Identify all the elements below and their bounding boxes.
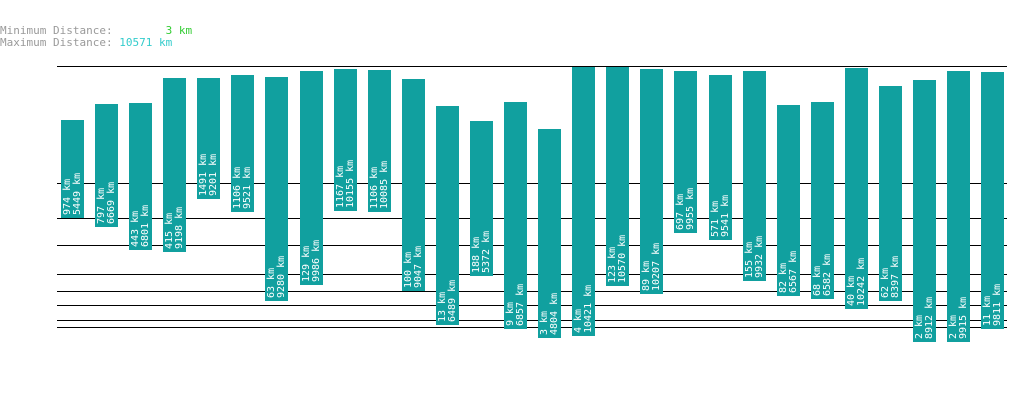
bar-19-high-label: 9955 km: [685, 188, 696, 230]
bar-1-high-label: 5449 km: [72, 173, 83, 215]
bar-2-low-label: 797 km: [96, 188, 107, 224]
bar-14-low-label: 9 km: [505, 302, 516, 326]
bar-28-low-label: 11 km: [982, 296, 993, 326]
bar-13: [470, 121, 493, 276]
bar-24-high-label: 10242 km: [856, 258, 867, 306]
bar-21-low-label: 155 km: [744, 242, 755, 278]
minimum-distance-label: Minimum Distance:: [0, 24, 113, 37]
bar-7-high-label: 9280 km: [276, 256, 287, 298]
bar-1-low-label: 974 km: [62, 179, 73, 215]
bar-17-high-label: 10570 km: [617, 235, 628, 283]
bar-2-high-label: 6669 km: [106, 182, 117, 224]
bar-13-high-label: 5372 km: [481, 231, 492, 273]
bar-6: [231, 75, 254, 212]
bar-16: [572, 67, 595, 336]
maximum-distance-value: 10571 km: [119, 36, 173, 49]
bar-7: [265, 77, 288, 301]
bar-16-low-label: 4 km: [573, 309, 584, 333]
bar-15-low-label: 3 km: [539, 311, 550, 335]
bar-25: [879, 86, 902, 301]
bar-22-high-label: 6567 km: [788, 251, 799, 293]
bar-18: [640, 69, 663, 294]
bar-10-high-label: 10085 km: [379, 161, 390, 209]
bar-14: [504, 102, 527, 329]
bar-20: [709, 75, 732, 240]
bar-5-high-label: 9201 km: [208, 154, 219, 196]
bar-1: [61, 120, 84, 218]
bar-15-high-label: 4804 km: [549, 293, 560, 335]
bar-21-high-label: 9932 km: [754, 236, 765, 278]
bars: 974 km 5449 km 797 km 6669 km 443 km 6801 km 4…: [61, 67, 1004, 342]
bar-25-high-label: 8397 km: [890, 256, 901, 298]
bar-5-low-label: 1491 km: [198, 154, 209, 196]
bar-28: [981, 72, 1004, 329]
bar-27-low-label: 2 km: [948, 315, 959, 339]
bar-4: [163, 78, 186, 252]
bar-28-high-label: 9811 km: [992, 284, 1003, 326]
bar-17: [606, 67, 629, 286]
minimum-distance-value: 3 km: [165, 24, 193, 37]
bar-23: [811, 102, 834, 299]
bar-20-low-label: 571 km: [710, 201, 721, 237]
bar-21: [743, 71, 766, 281]
bar-9: [334, 69, 357, 211]
bar-4-low-label: 415 km: [164, 213, 175, 249]
bar-2: [95, 104, 118, 227]
bar-13-low-label: 188 km: [471, 237, 482, 273]
bar-11-high-label: 9047 km: [413, 246, 424, 288]
bar-26-high-label: 8912 km: [924, 297, 935, 339]
bar-16-high-label: 10421 km: [583, 285, 594, 333]
bar-12: [436, 106, 459, 325]
bar-24-low-label: 40 km: [846, 276, 857, 306]
bar-9-high-label: 10155 km: [345, 160, 356, 208]
bar-27: [947, 71, 970, 342]
bar-14-high-label: 6857 km: [515, 284, 526, 326]
bar-3: [129, 103, 152, 250]
bar-12-low-label: 13 km: [437, 292, 448, 322]
bar-6-high-label: 9521 km: [242, 167, 253, 209]
bar-7-low-label: 63 km: [266, 268, 277, 298]
maximum-distance-label: Maximum Distance:: [0, 36, 113, 49]
bar-15: [538, 129, 561, 338]
bar-27-high-label: 9915 km: [958, 297, 969, 339]
bar-8-low-label: 129 km: [301, 246, 312, 282]
bar-20-high-label: 9541 km: [720, 195, 731, 237]
bar-3-high-label: 6801 km: [140, 205, 151, 247]
bar-19-low-label: 697 km: [675, 194, 686, 230]
bar-4-high-label: 9198 km: [174, 207, 185, 249]
maximum-distance-row: Maximum Distance: 10571 km: [0, 37, 192, 49]
bar-11: [402, 79, 425, 291]
bar-3-low-label: 443 km: [130, 211, 141, 247]
bar-22-low-label: 82 km: [778, 263, 789, 293]
bar-8: [300, 71, 323, 285]
bar-26-low-label: 2 km: [914, 315, 925, 339]
bar-18-high-label: 10207 km: [651, 243, 662, 291]
minimum-distance-row: Minimum Distance: 3 km: [0, 25, 192, 37]
bar-19: [674, 71, 697, 233]
bar-17-low-label: 123 km: [607, 247, 618, 283]
bar-8-high-label: 9986 km: [311, 240, 322, 282]
bar-25-low-label: 62 km: [880, 268, 891, 298]
bar-6-low-label: 1106 km: [232, 167, 243, 209]
bar-26: [913, 80, 936, 342]
bar-10: [368, 70, 391, 212]
bar-23-low-label: 68 km: [812, 266, 823, 296]
distance-summary: Minimum Distance: 3 km Maximum Distance:…: [0, 25, 192, 49]
bar-12-high-label: 6489 km: [447, 280, 458, 322]
bar-23-high-label: 6582 km: [822, 254, 833, 296]
bar-10-low-label: 1106 km: [369, 167, 380, 209]
bar-11-low-label: 100 km: [403, 252, 414, 288]
bar-24: [845, 68, 868, 309]
bar-22: [777, 105, 800, 296]
bar-5: [197, 78, 220, 199]
bar-18-low-label: 89 km: [641, 261, 652, 291]
bar-9-low-label: 1167 km: [335, 166, 346, 208]
